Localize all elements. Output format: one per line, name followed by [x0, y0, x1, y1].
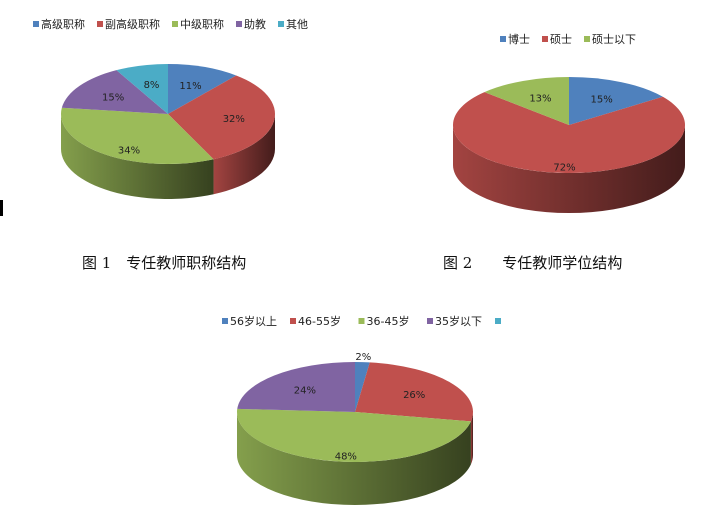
pie-sides — [237, 412, 473, 505]
data-label: 11% — [179, 81, 201, 92]
pie-slice-1 — [355, 362, 370, 412]
legend-swatch — [542, 36, 548, 42]
data-label: 2% — [355, 352, 371, 363]
chart2-caption: 图 2 专任教师学位结构 — [443, 254, 623, 272]
data-label: 15% — [591, 94, 613, 105]
data-label: 26% — [403, 390, 425, 401]
legend-label: 56岁以上 — [230, 314, 277, 328]
pie-sides — [61, 114, 275, 199]
pie-slice-3 — [237, 408, 471, 462]
legend-swatch — [278, 21, 284, 27]
pie-side-2 — [213, 114, 275, 195]
pie-slice-1 — [569, 77, 663, 125]
data-label: 32% — [223, 114, 245, 125]
legend-swatch — [236, 21, 242, 27]
legend-label: 高级职称 — [41, 17, 85, 31]
pie-slice-5 — [116, 64, 168, 114]
pie-slice-2 — [168, 75, 275, 160]
legend-label: 硕士 — [550, 33, 572, 46]
pie-sides — [453, 125, 685, 213]
pie-slice-4 — [61, 70, 168, 114]
edge-mark — [0, 200, 3, 216]
pie-chart-1: 高级职称 副高级职称 中级职称 助教 其他 11% 32% 34% 15% 8% — [33, 17, 308, 199]
data-label: 34% — [118, 146, 140, 157]
legend-label: 副高级职称 — [105, 17, 160, 31]
legend-swatch — [172, 21, 178, 27]
pie-side-3 — [61, 114, 214, 199]
legend-swatch — [427, 318, 433, 324]
legend-label: 35岁以下 — [435, 314, 482, 328]
pie-slice-3 — [484, 77, 569, 125]
data-label: 72% — [553, 163, 575, 174]
legend-label: 36-45岁 — [367, 314, 410, 328]
pie-chart-2: 博士 硕士 硕士以下 15% 72% 13% — [452, 33, 685, 213]
legend-label: 其他 — [286, 18, 308, 31]
pie-slice-2 — [452, 92, 685, 173]
data-label: 24% — [294, 385, 316, 396]
legend-swatch — [290, 318, 296, 324]
legend-label: 博士 — [508, 33, 530, 46]
legend-swatch — [500, 36, 506, 42]
legend-label: 硕士以下 — [592, 33, 636, 46]
pie-slice-2 — [355, 362, 474, 422]
legend-swatch — [33, 21, 39, 27]
legend-label: 中级职称 — [180, 17, 224, 31]
legend-swatch — [495, 318, 501, 324]
chart1-caption: 图 1 专任教师职称结构 — [82, 254, 247, 272]
pie-slice-1 — [168, 64, 237, 114]
data-label: 13% — [529, 94, 551, 105]
legend-swatch — [358, 318, 365, 324]
pie-chart-3: 56岁以上 46-55岁 36-45岁 35岁以下 2% 26% 48% 24% — [222, 314, 501, 505]
data-label: 48% — [335, 452, 357, 463]
data-label: 8% — [144, 80, 160, 91]
pie-slice-4 — [237, 362, 355, 412]
legend-swatch — [584, 36, 590, 42]
data-label: 15% — [102, 93, 124, 104]
legend-swatch — [97, 21, 103, 27]
pie-side-3 — [237, 412, 471, 505]
pie-slice-3 — [60, 107, 214, 164]
legend-swatch — [222, 318, 228, 324]
pie-side-2 — [470, 412, 473, 465]
legend-label: 46-55岁 — [298, 314, 341, 328]
pie-side-2 — [453, 125, 685, 213]
legend-label: 助教 — [244, 17, 266, 31]
